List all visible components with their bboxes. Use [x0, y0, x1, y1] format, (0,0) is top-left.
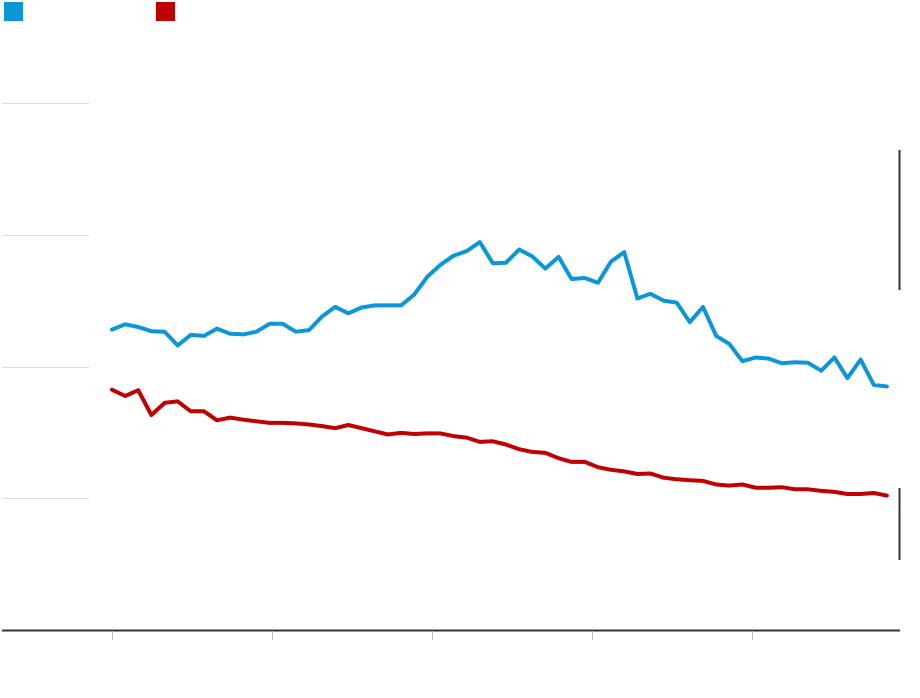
gridlines — [2, 103, 89, 499]
legend-swatch-series-a — [4, 2, 23, 21]
plot-area — [110, 240, 889, 498]
legend-swatch-series-b — [156, 2, 175, 21]
series-line-1 — [110, 387, 889, 498]
series-line-0 — [110, 240, 889, 389]
x-axis — [2, 629, 900, 640]
